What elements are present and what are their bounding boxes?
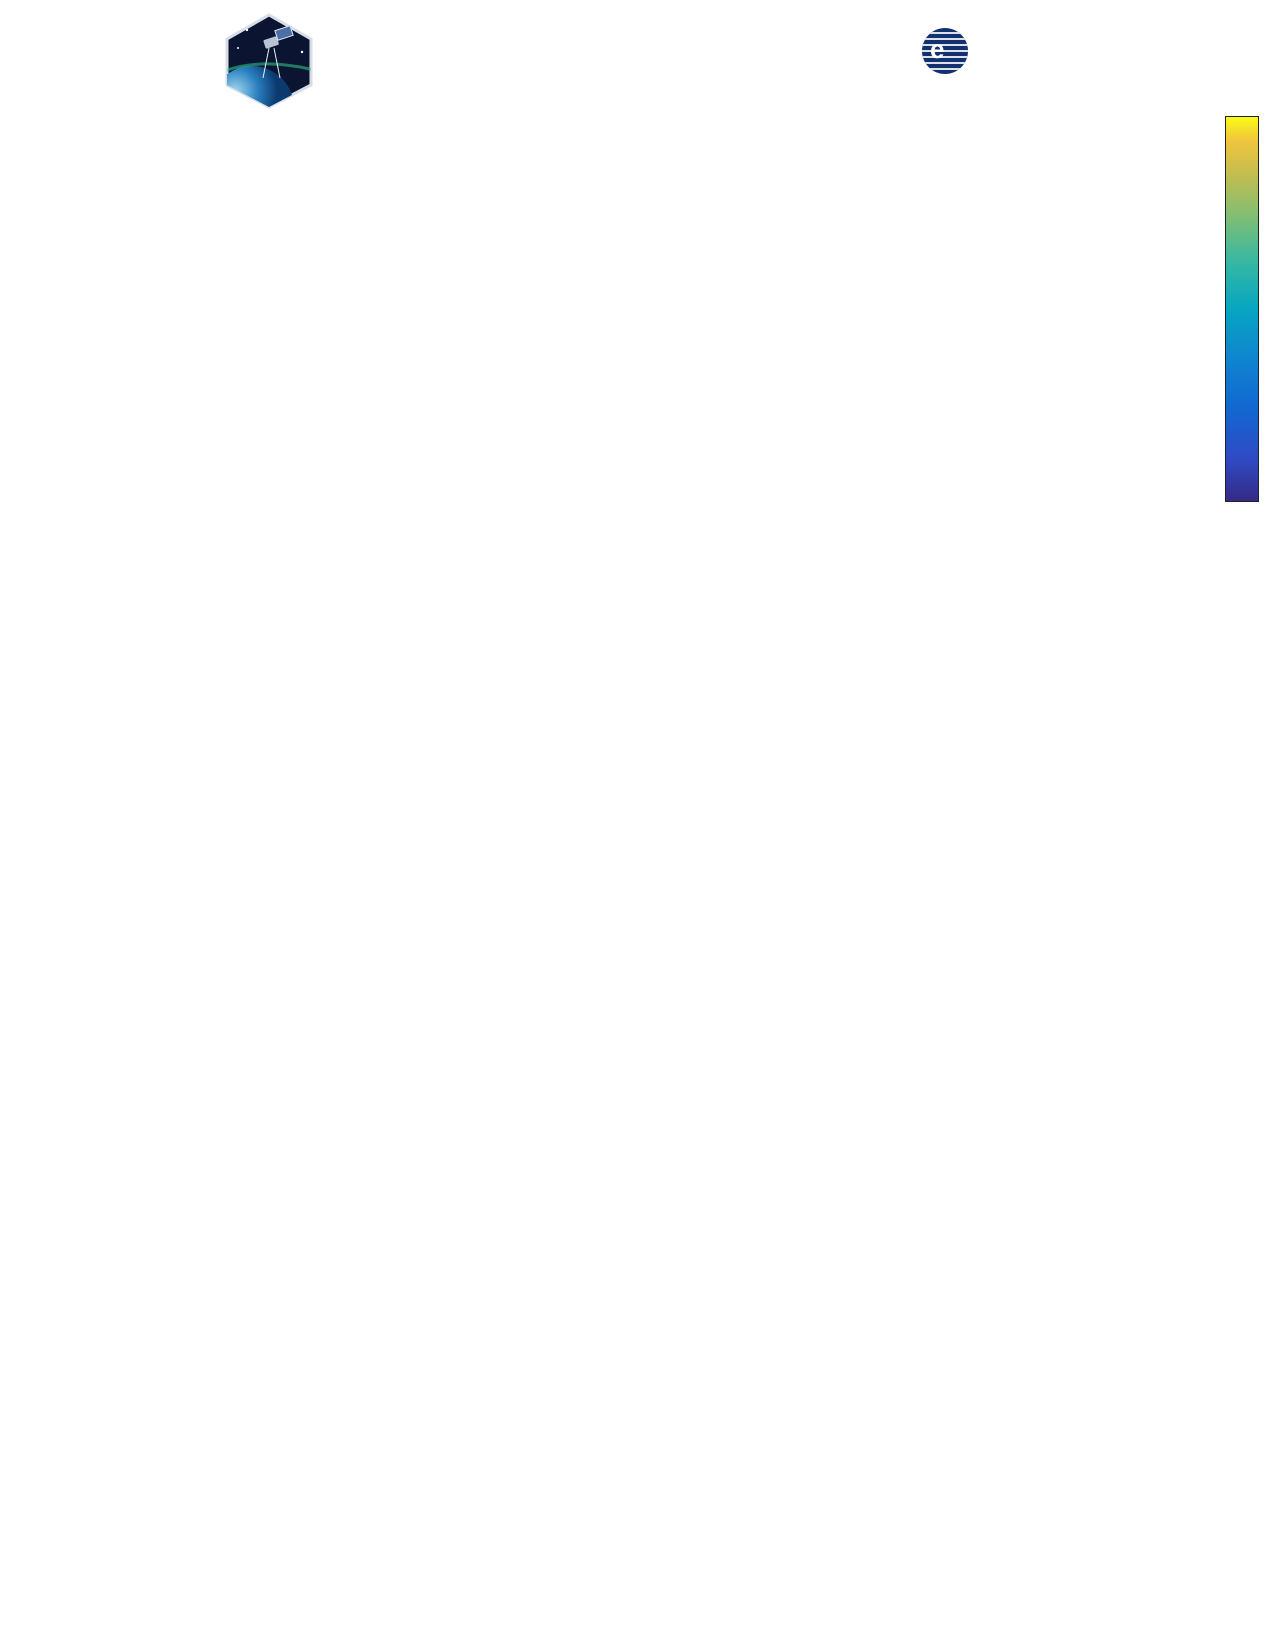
cassiope-mission-patch — [225, 13, 313, 109]
colorbar — [1225, 116, 1259, 502]
esa-logo: e — [922, 28, 970, 74]
esa-globe-icon: e — [922, 28, 968, 74]
